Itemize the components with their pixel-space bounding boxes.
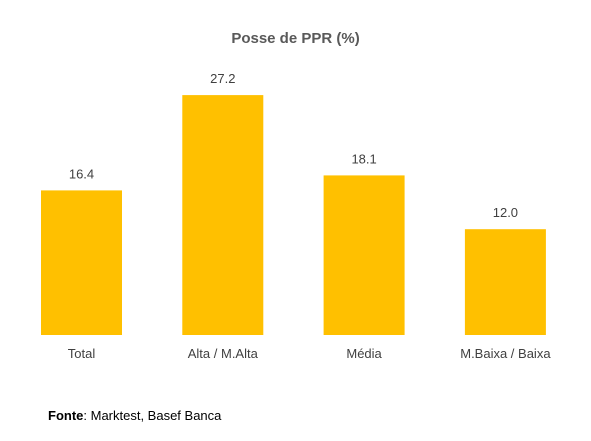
value-label-2: 18.1 [351,151,376,166]
value-label-1: 27.2 [210,71,235,86]
category-label-1: Alta / M.Alta [188,346,259,361]
category-labels-group: Total Alta / M.Alta Média M.Baixa / Baixa [68,346,552,361]
bar-1 [182,95,264,335]
bar-3 [464,229,546,335]
value-label-0: 16.4 [69,166,94,181]
category-label-3: M.Baixa / Baixa [460,346,551,361]
category-label-0: Total [68,346,96,361]
category-label-2: Média [346,346,382,361]
value-labels-group: 16.4 27.2 18.1 12.0 [69,71,518,220]
bar-2 [323,175,405,335]
bar-0 [41,190,122,335]
bars-group [41,95,546,335]
source-note: Fonte: Marktest, Basef Banca [48,408,221,423]
source-text: : Marktest, Basef Banca [83,408,222,423]
value-label-3: 12.0 [493,205,518,220]
source-label: Fonte [48,408,84,423]
chart-title: Posse de PPR (%) [231,30,360,47]
